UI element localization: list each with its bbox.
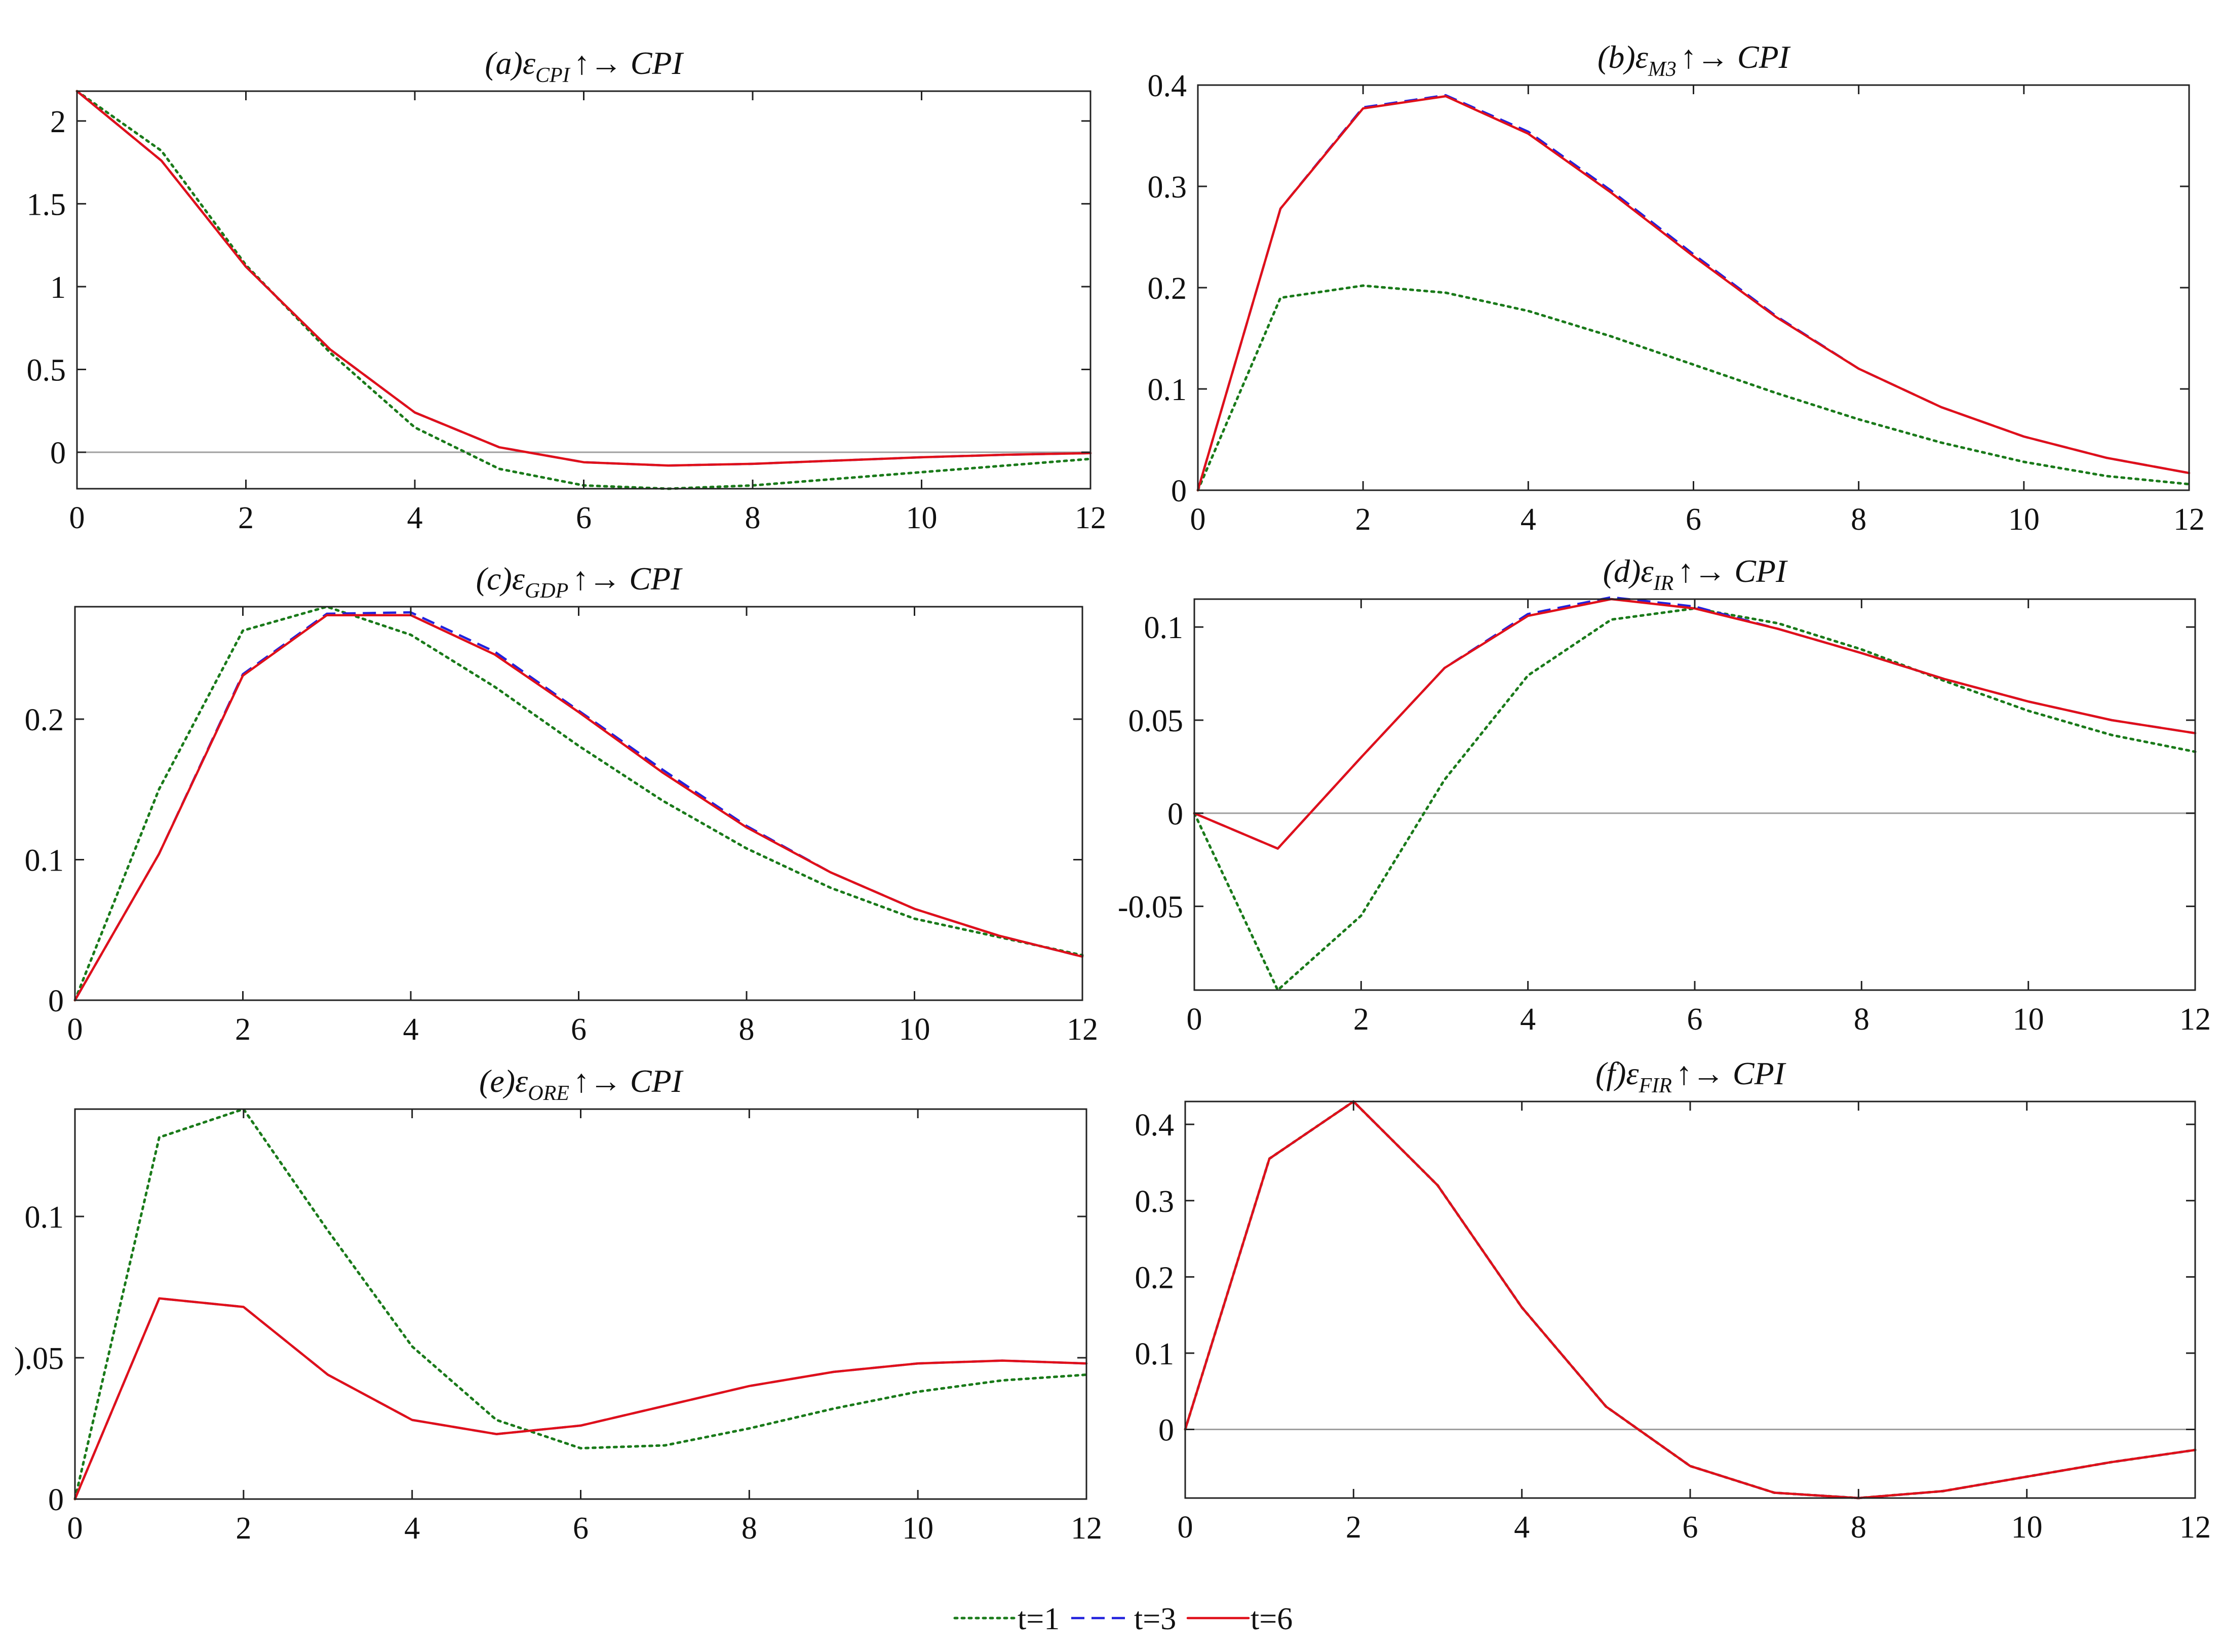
x-tick-label: 0 — [69, 501, 85, 535]
x-tick-label: 6 — [576, 501, 592, 535]
x-tick-label: 12 — [2173, 502, 2205, 537]
series-line-t6 — [75, 90, 1092, 467]
y-tick-label: 0 — [1167, 797, 1183, 832]
y-tick-label: 0.3 — [1148, 170, 1187, 205]
panels-group: 0 2 4 6 8 10 12 0 0.5 1 1.5 2 (a)εCPI ↑→ CPI 0 2 4 6 8 10 12… — [14, 39, 2211, 1546]
panel-b: 0 2 4 6 8 10 12 0 0.1 0.2 0.3 0.4 (b)εM3 ↑→ CPI — [1148, 39, 2205, 537]
x-tick-label: 10 — [902, 1511, 933, 1546]
series-line-t1 — [1193, 607, 2197, 992]
y-tick-label: 0.1 — [1135, 1337, 1175, 1371]
x-tick-label: 10 — [2008, 502, 2040, 537]
y-tick-label: 0.4 — [1148, 69, 1187, 103]
x-tick-label: 8 — [1854, 1002, 1869, 1037]
y-tick-label: 2 — [50, 105, 66, 139]
panel-title: (e)εORE ↑→ CPI — [479, 1063, 684, 1105]
series-line-t6 — [73, 1297, 1088, 1501]
series-line-t1 — [1196, 284, 2191, 492]
x-tick-label: 0 — [1190, 502, 1206, 537]
x-tick-label: 10 — [2011, 1510, 2043, 1545]
x-tick-label: 12 — [2179, 1510, 2211, 1545]
y-tick-label: 0 — [48, 1483, 64, 1517]
y-tick-label: 1 — [50, 270, 66, 305]
x-tick-label: 8 — [745, 501, 761, 535]
y-tick-label: 0.05 — [1128, 704, 1184, 738]
y-tick-label: 0.4 — [1135, 1108, 1175, 1143]
y-tick-label: 0.2 — [1135, 1261, 1175, 1295]
x-tick-label: 0 — [67, 1511, 83, 1546]
x-tick-label: 8 — [739, 1012, 755, 1047]
panel-a: 0 2 4 6 8 10 12 0 0.5 1 1.5 2 (a)εCPI ↑→ CPI — [27, 45, 1107, 535]
x-tick-label: 12 — [1071, 1511, 1102, 1546]
y-tick-label: 0.2 — [25, 703, 64, 737]
x-tick-label: 0 — [1178, 1510, 1193, 1545]
legend-label-t3: t=3 — [1134, 1602, 1176, 1636]
y-tick-label: 0.1 — [1144, 611, 1184, 645]
legend: t=1 t=3 t=6 — [953, 1602, 1293, 1636]
series-line-t6 — [1193, 598, 2197, 850]
y-tick-label: 0 — [48, 984, 64, 1018]
series-line-t6 — [1196, 95, 2191, 492]
legend-label-t6: t=6 — [1251, 1602, 1293, 1636]
panel-title: (c)εGDP ↑→ CPI — [476, 561, 683, 603]
panel-f: 0 2 4 6 8 10 12 0 0.1 0.2 0.3 0.4 (f)εFIR ↑→ CPI — [1135, 1055, 2211, 1545]
y-tick-label: 0.3 — [1135, 1185, 1175, 1219]
x-tick-label: 0 — [1187, 1002, 1202, 1037]
y-tick-label: -0.05 — [1118, 890, 1183, 925]
x-tick-label: 10 — [906, 501, 938, 535]
x-tick-label: 4 — [403, 1012, 419, 1047]
x-tick-label: 12 — [1075, 501, 1106, 535]
x-tick-label: 2 — [1346, 1510, 1361, 1545]
x-tick-label: 0 — [67, 1012, 83, 1047]
x-tick-label: 4 — [1521, 502, 1536, 537]
x-tick-label: 2 — [238, 501, 254, 535]
panel-e: 0 2 4 6 8 10 12 0 ).05 0.1 (e)εORE ↑→ CPI — [14, 1063, 1102, 1546]
y-tick-label: 0.1 — [25, 844, 64, 878]
x-tick-label: 4 — [1514, 1510, 1530, 1545]
x-tick-label: 4 — [407, 501, 423, 535]
series-line-t1 — [73, 605, 1084, 1002]
x-tick-label: 6 — [1687, 1002, 1703, 1037]
x-tick-label: 2 — [236, 1511, 251, 1546]
x-tick-label: 12 — [1067, 1012, 1098, 1047]
y-tick-label: ).05 — [14, 1342, 64, 1376]
x-tick-label: 6 — [1683, 1510, 1698, 1545]
x-tick-label: 6 — [573, 1511, 589, 1546]
x-tick-label: 2 — [1355, 502, 1371, 537]
x-tick-label: 6 — [571, 1012, 587, 1047]
y-tick-label: 0 — [50, 436, 66, 470]
y-tick-label: 0.2 — [1148, 271, 1187, 306]
x-tick-label: 8 — [742, 1511, 757, 1546]
x-tick-label: 10 — [2013, 1002, 2044, 1037]
x-tick-label: 8 — [1851, 1510, 1866, 1545]
legend-label-t1: t=1 — [1018, 1602, 1060, 1636]
panel-title: (b)εM3 ↑→ CPI — [1597, 39, 1791, 81]
x-tick-label: 2 — [1353, 1002, 1369, 1037]
y-tick-label: 1.5 — [27, 187, 66, 222]
panel-title: (d)εIR ↑→ CPI — [1603, 553, 1788, 595]
series-line-t6 — [73, 614, 1084, 1002]
x-tick-label: 4 — [1520, 1002, 1536, 1037]
x-tick-label: 2 — [235, 1012, 251, 1047]
x-tick-label: 12 — [2179, 1002, 2211, 1037]
panel-d: 0 2 4 6 8 10 12 -0.05 0 0.05 0.1 (d)εIR ↑→ CPI — [1118, 553, 2211, 1037]
panel-title: (a)εCPI ↑→ CPI — [485, 45, 684, 87]
x-tick-label: 4 — [404, 1511, 420, 1546]
y-tick-label: 0 — [1171, 474, 1187, 508]
x-tick-label: 8 — [1851, 502, 1866, 537]
y-tick-label: 0.5 — [27, 353, 66, 388]
x-tick-label: 6 — [1686, 502, 1701, 537]
y-tick-label: 0.1 — [25, 1200, 64, 1235]
x-tick-label: 10 — [899, 1012, 930, 1047]
panel-c: 0 2 4 6 8 10 12 0 0.1 0.2 (c)εGDP ↑→ CPI — [25, 561, 1099, 1047]
panel-title: (f)εFIR ↑→ CPI — [1595, 1055, 1786, 1097]
y-tick-label: 0.1 — [1148, 373, 1187, 407]
y-tick-label: 0 — [1158, 1413, 1174, 1447]
